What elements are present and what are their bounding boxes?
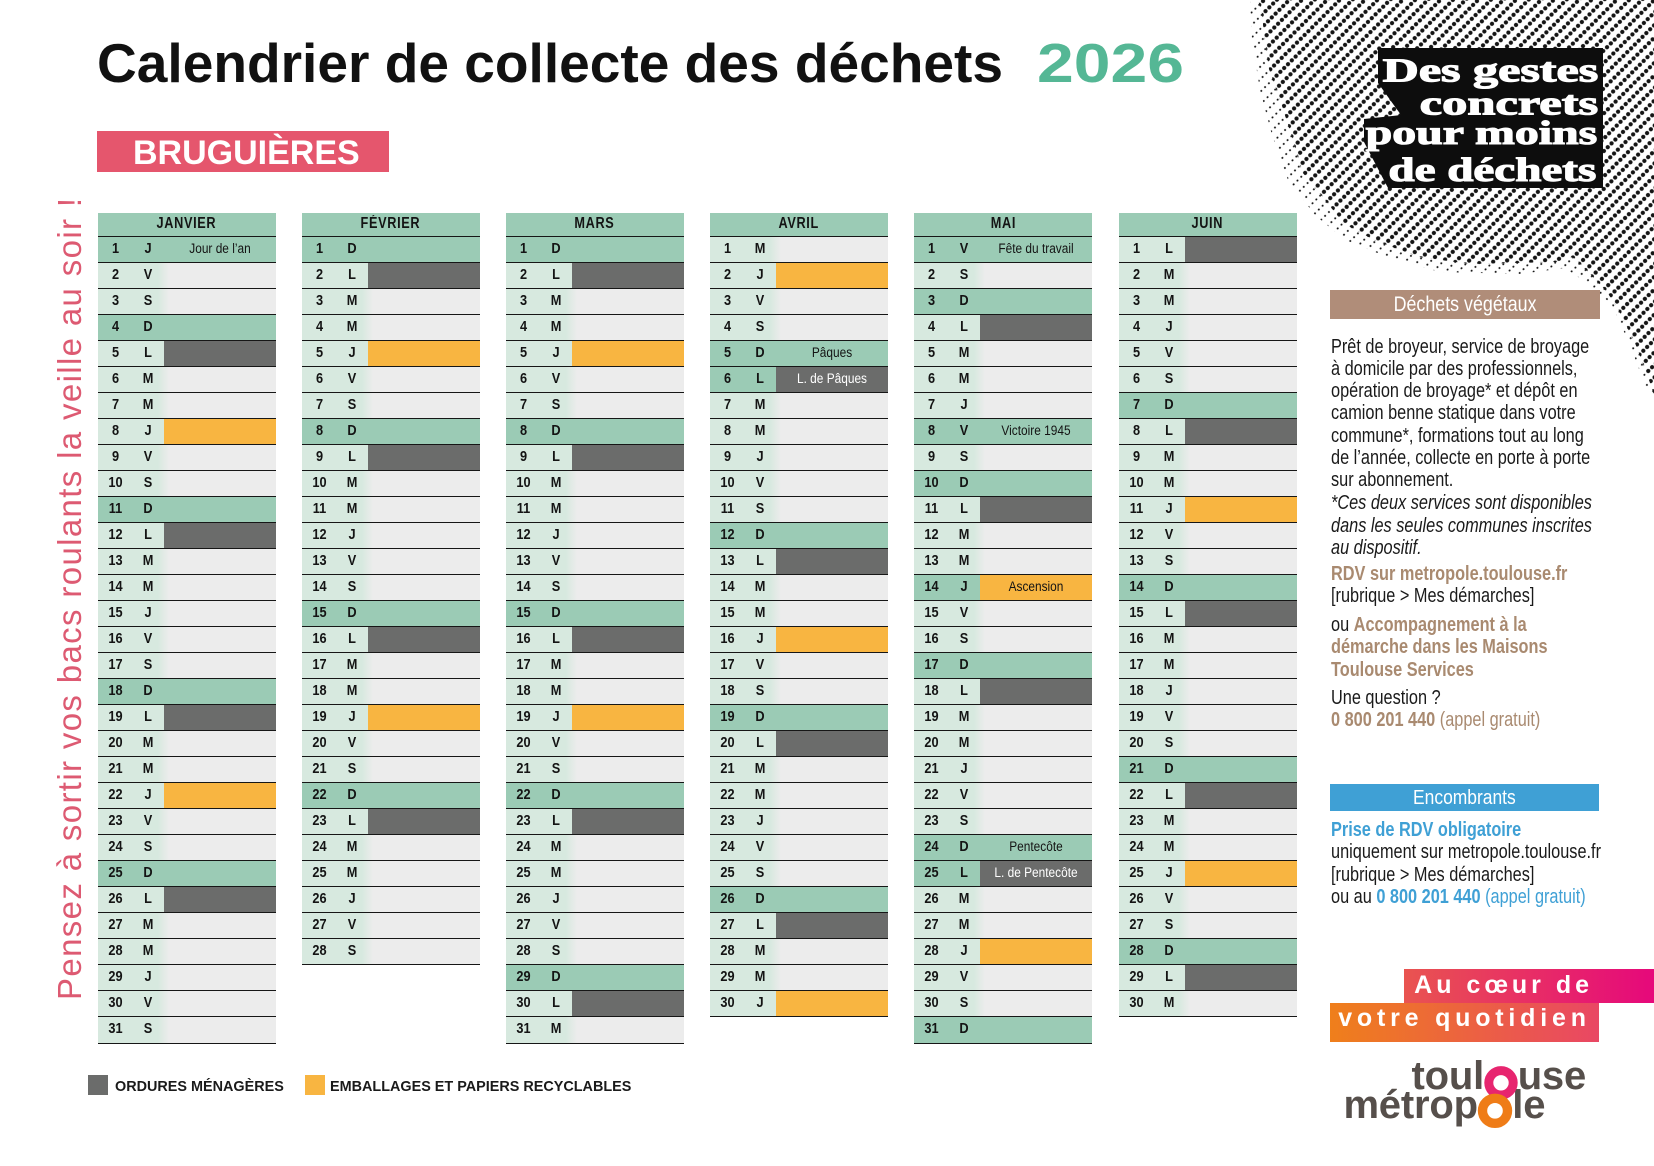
svg-text:Des gestes: Des gestes — [1383, 52, 1599, 89]
svg-text:concrets: concrets — [1420, 86, 1599, 123]
svg-text:Calendrier de collecte des déc: Calendrier de collecte des déchets — [97, 32, 1003, 94]
svg-text:2026: 2026 — [1037, 32, 1184, 94]
svg-text:pour moins: pour moins — [1366, 115, 1598, 152]
svg-text:de déchets: de déchets — [1388, 152, 1596, 189]
